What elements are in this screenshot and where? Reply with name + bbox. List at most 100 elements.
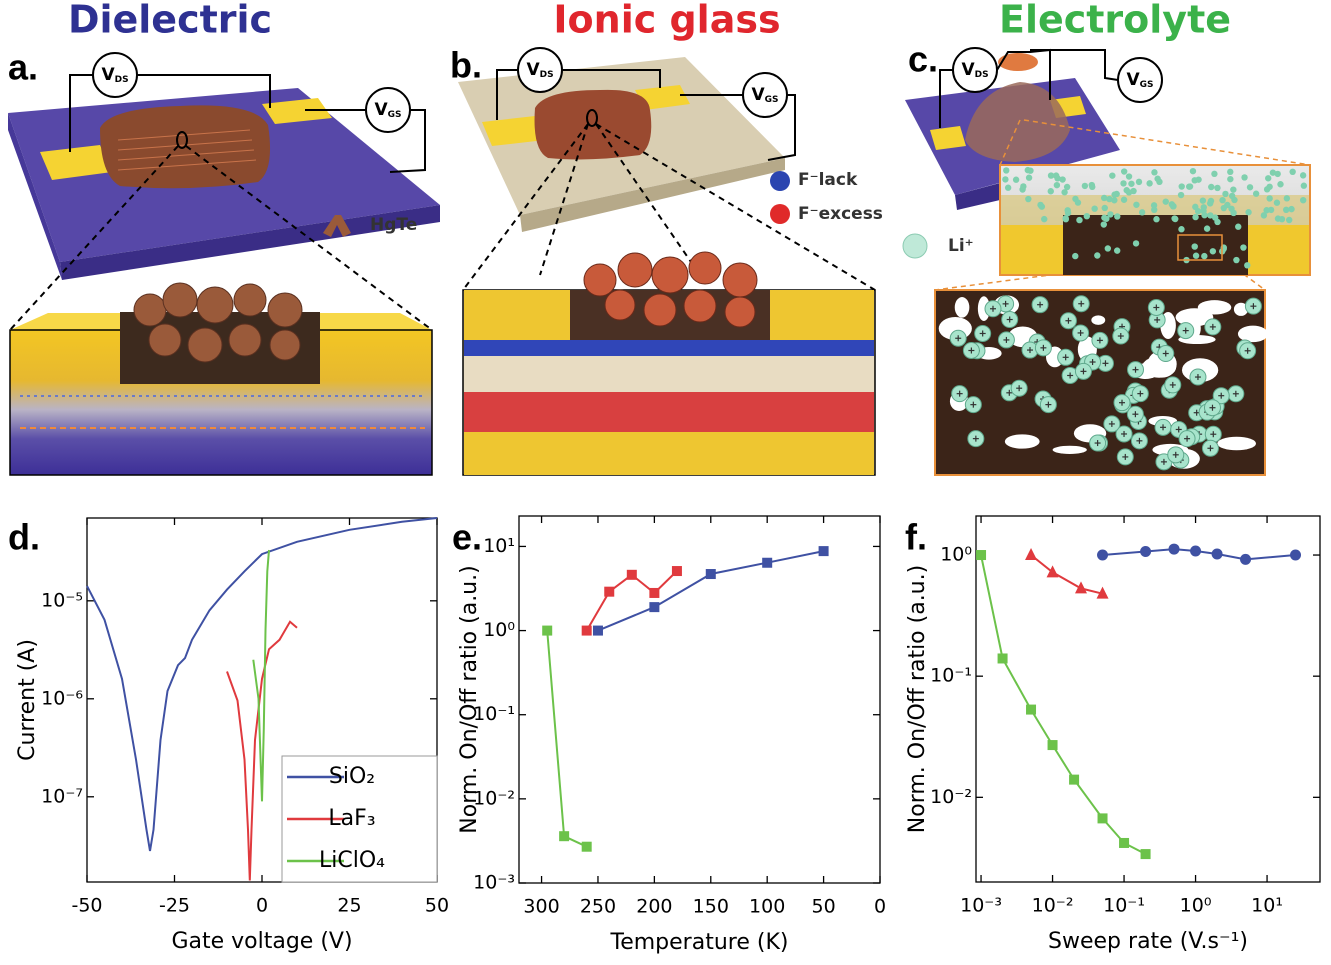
nc-gap bbox=[1237, 325, 1268, 343]
wire bbox=[496, 69, 518, 120]
ion bbox=[1227, 168, 1234, 176]
ion bbox=[1146, 180, 1153, 187]
gate-mesh bbox=[998, 53, 1038, 71]
ion bbox=[1207, 197, 1215, 205]
ion bbox=[1203, 225, 1211, 232]
ion bbox=[1113, 247, 1121, 254]
wire bbox=[389, 109, 426, 173]
ion bbox=[1074, 199, 1082, 206]
nc-gap bbox=[1004, 434, 1040, 449]
x-tick-label: 10¹ bbox=[1251, 895, 1283, 917]
ion bbox=[1132, 240, 1140, 247]
x-tick-label: 150 bbox=[693, 896, 729, 918]
li-ions bbox=[1002, 166, 1308, 269]
ion bbox=[1104, 245, 1112, 252]
legend-label: Li⁺ bbox=[948, 236, 974, 256]
electrode bbox=[482, 116, 545, 146]
marker bbox=[1168, 543, 1180, 555]
marker bbox=[1046, 565, 1059, 578]
plot-frame bbox=[975, 515, 1321, 883]
ion bbox=[1109, 172, 1116, 179]
gate-layer bbox=[464, 432, 874, 475]
ion bbox=[1245, 209, 1252, 216]
ion bbox=[1053, 181, 1061, 189]
ion bbox=[1246, 184, 1254, 191]
wire bbox=[1030, 49, 1119, 81]
panel-label: e. bbox=[452, 517, 482, 558]
ion bbox=[1263, 186, 1271, 193]
ion bbox=[1252, 190, 1260, 197]
ion bbox=[1209, 248, 1217, 255]
marker bbox=[1190, 545, 1202, 557]
ion bbox=[1191, 243, 1198, 250]
ion bbox=[1266, 195, 1273, 202]
y-axis-label: Current (A) bbox=[15, 639, 40, 761]
marker bbox=[705, 569, 716, 580]
ion bbox=[1120, 196, 1128, 203]
zoom-lines bbox=[462, 123, 876, 291]
ion bbox=[1138, 209, 1146, 216]
series-line bbox=[226, 620, 298, 881]
ion bbox=[1091, 205, 1098, 212]
ion bbox=[1101, 214, 1108, 221]
li-ions-zoom bbox=[938, 295, 1268, 471]
ion bbox=[1154, 175, 1161, 182]
ion bbox=[1177, 191, 1185, 199]
series-line bbox=[597, 550, 824, 632]
marker bbox=[1025, 548, 1038, 561]
x-tick-label: -50 bbox=[71, 895, 102, 917]
nc-gap bbox=[954, 297, 970, 318]
ion bbox=[1025, 174, 1033, 181]
legend-label: SiO₂ bbox=[329, 764, 375, 789]
ion bbox=[1100, 194, 1108, 202]
channel bbox=[1063, 215, 1248, 275]
ion bbox=[1120, 180, 1127, 187]
ion bbox=[1274, 170, 1281, 178]
ion bbox=[1282, 206, 1290, 214]
legend-label: F⁻lack bbox=[798, 170, 858, 190]
x-tick-label: 50 bbox=[425, 895, 449, 917]
ion bbox=[1041, 215, 1048, 223]
y-tick-label: 10⁻² bbox=[473, 787, 515, 809]
ion bbox=[1047, 172, 1055, 179]
series-line bbox=[980, 554, 1147, 855]
ion bbox=[1054, 175, 1061, 182]
zoom-spot bbox=[586, 109, 598, 127]
ion bbox=[1299, 196, 1307, 204]
ion bbox=[1211, 170, 1218, 178]
nc-gap bbox=[1197, 300, 1232, 315]
series-line bbox=[86, 517, 438, 852]
legend-label: LiClO₄ bbox=[319, 848, 385, 873]
marker bbox=[1047, 740, 1058, 751]
ion bbox=[1265, 175, 1272, 182]
series-line bbox=[252, 549, 270, 802]
marker bbox=[559, 831, 570, 842]
ion bbox=[1192, 252, 1200, 259]
ion bbox=[1186, 183, 1194, 190]
ion bbox=[1274, 215, 1282, 222]
wire bbox=[939, 69, 953, 128]
y-tick-label: 10⁰ bbox=[483, 619, 515, 641]
wire bbox=[562, 69, 661, 88]
ion bbox=[1178, 226, 1185, 233]
marker bbox=[1140, 545, 1152, 557]
legend-label: HgTe bbox=[370, 215, 417, 235]
wire bbox=[767, 94, 796, 161]
x-tick-label: 0 bbox=[874, 896, 886, 918]
marker bbox=[1069, 774, 1080, 785]
marker bbox=[581, 625, 592, 636]
meter bbox=[1117, 57, 1163, 103]
marker bbox=[671, 566, 682, 577]
marker bbox=[1119, 837, 1130, 848]
wire bbox=[996, 48, 1051, 100]
marker bbox=[581, 841, 592, 852]
zoom-lines bbox=[9, 145, 433, 331]
ion bbox=[1047, 188, 1054, 195]
y-tick-label: 10⁻³ bbox=[473, 872, 515, 894]
ion bbox=[1219, 196, 1226, 204]
electrode bbox=[1248, 225, 1309, 274]
ion bbox=[1189, 167, 1197, 175]
ion bbox=[1260, 212, 1268, 219]
y-tick-label: 10⁻⁷ bbox=[41, 785, 83, 807]
y-tick-label: 10¹ bbox=[483, 535, 515, 557]
